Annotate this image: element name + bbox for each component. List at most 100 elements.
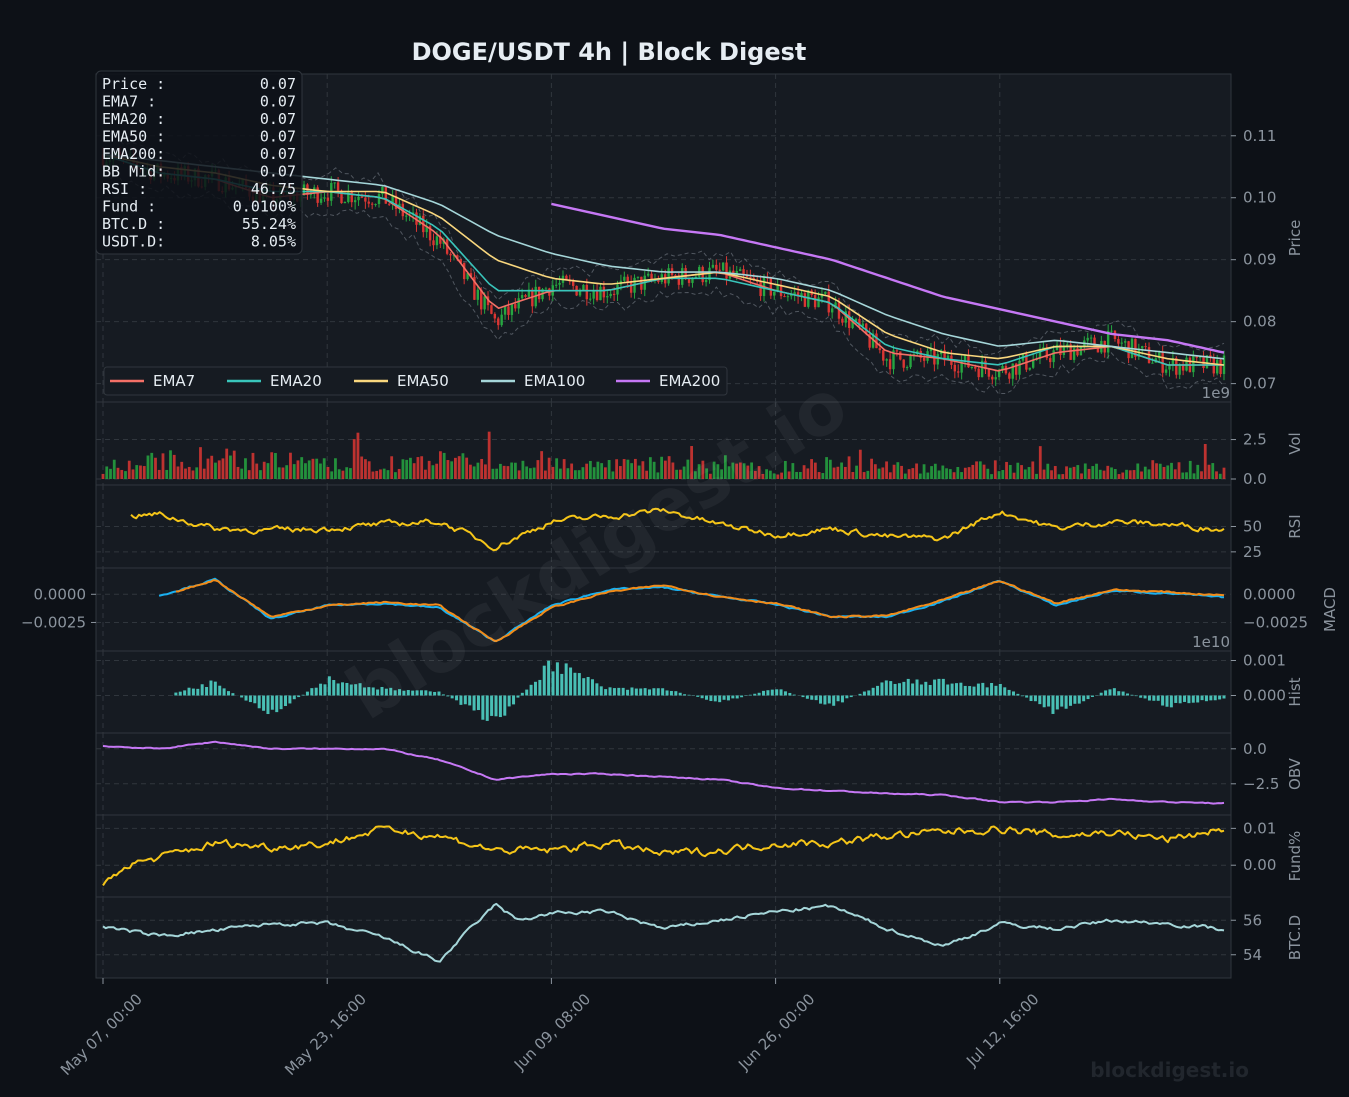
candle-body <box>902 359 905 368</box>
volume-bar <box>1132 470 1136 479</box>
hist-bar <box>433 691 437 696</box>
hist-bar <box>959 682 963 696</box>
ytick-label-volume: 2.5 <box>1243 431 1267 449</box>
volume-bar <box>487 431 491 479</box>
hist-bar <box>621 687 625 696</box>
hist-bar <box>779 689 783 696</box>
volume-bar <box>199 447 202 479</box>
volume-bar <box>307 460 311 479</box>
volume-bar <box>139 465 142 479</box>
volume-bar <box>1001 470 1005 479</box>
volume-bar <box>465 457 469 479</box>
hist-bar <box>226 691 230 696</box>
candle-body <box>769 278 773 296</box>
hist-bar <box>1126 693 1130 696</box>
hist-bar <box>819 695 823 704</box>
hist-bar <box>441 694 445 696</box>
ylabel-price: Price <box>1286 220 1304 257</box>
candle-body <box>507 306 510 315</box>
panel-volume: 0.0 2.5 Vol 1e9 <box>95 384 1304 488</box>
candle-body <box>1089 337 1093 339</box>
volume-bar <box>656 472 660 479</box>
ytick-label-macd: 0.0000 <box>34 585 87 603</box>
volume-bar <box>1203 443 1207 479</box>
candle-body <box>384 186 388 204</box>
hist-bar <box>1104 690 1108 696</box>
volume-bar <box>161 453 165 479</box>
volume-bar <box>915 463 918 479</box>
volume-bar <box>364 459 367 479</box>
volume-bar <box>304 463 307 479</box>
candle-body <box>721 262 725 271</box>
candle-body <box>1110 330 1113 332</box>
candle-body <box>858 318 861 327</box>
volume-bar <box>746 465 750 479</box>
hist-bar <box>459 695 463 705</box>
volume-bar <box>525 466 529 479</box>
volume-bar <box>184 468 187 479</box>
hist-bar <box>665 690 669 696</box>
panel-btcd-frame <box>95 896 1232 979</box>
volume-bar <box>397 468 401 479</box>
candle-body <box>970 366 974 368</box>
hist-bar <box>1222 695 1226 699</box>
volume-bar <box>596 461 600 479</box>
volume-bar <box>933 463 937 479</box>
candle-body <box>1086 337 1089 341</box>
candle-body <box>323 197 326 199</box>
candle-body <box>875 333 878 349</box>
hist-bar <box>924 681 928 696</box>
volume-bar <box>296 460 300 479</box>
hist-bar <box>205 687 209 696</box>
volume-bar <box>191 470 195 479</box>
info-label: Fund : <box>102 198 156 216</box>
volume-bar <box>274 453 277 479</box>
hist-bar <box>384 688 388 696</box>
volume-bar <box>1087 468 1091 479</box>
candle-body <box>517 298 520 309</box>
candle-body <box>565 275 568 280</box>
volume-bar <box>142 466 146 479</box>
hist-bar <box>555 662 559 696</box>
hist-bar <box>647 689 651 696</box>
hist-bar <box>836 695 840 702</box>
info-label: RSI : <box>102 180 147 198</box>
volume-bar <box>701 460 705 479</box>
hist-bar <box>1200 695 1204 701</box>
volume-bar <box>1046 463 1050 479</box>
ylabel-volume: Vol <box>1286 432 1304 454</box>
volume-bar <box>588 460 592 479</box>
volume-bar <box>157 469 161 479</box>
candle-body <box>490 305 493 314</box>
candle-body <box>779 285 783 297</box>
volume-bar <box>757 466 761 479</box>
hist-bar <box>1108 689 1112 696</box>
volume-bar <box>322 458 326 479</box>
volume-bar <box>821 473 825 479</box>
volume-bar <box>446 460 450 479</box>
candle-body <box>882 350 885 361</box>
candle-body <box>1069 344 1072 360</box>
candle-body <box>374 204 377 206</box>
volume-bar <box>806 468 810 479</box>
panel-funding-frame <box>95 814 1232 898</box>
candle-body <box>984 360 987 370</box>
hist-bar <box>1020 695 1024 697</box>
hist-bar <box>612 688 616 696</box>
hist-bar <box>893 683 897 696</box>
candle-body <box>585 284 589 300</box>
panel-obv-frame <box>95 732 1232 816</box>
volume-bar <box>1072 466 1076 479</box>
volume-bar <box>375 470 379 479</box>
info-label: EMA7 : <box>102 93 156 111</box>
candle-body <box>452 255 456 257</box>
hist-bar <box>183 690 187 696</box>
hist-bar <box>174 692 178 696</box>
hist-bar <box>472 695 476 711</box>
candle-body <box>326 197 330 201</box>
volume-bar <box>742 463 746 479</box>
series-funding <box>102 825 1225 886</box>
ytick-label-price: 0.09 <box>1243 251 1276 269</box>
info-value: 0.07 <box>260 128 296 146</box>
